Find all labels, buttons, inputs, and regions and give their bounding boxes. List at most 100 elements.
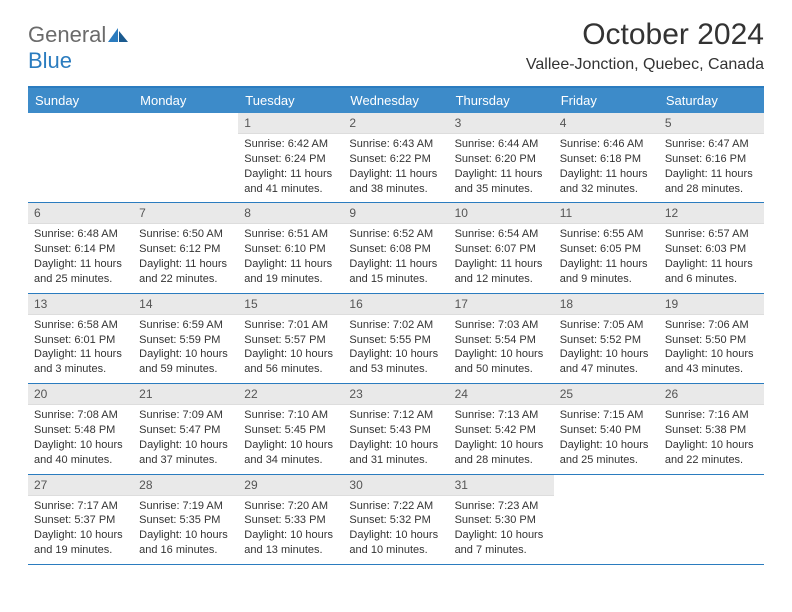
sunrise: Sunrise: 6:57 AM bbox=[665, 227, 758, 242]
sunset: Sunset: 6:05 PM bbox=[560, 242, 653, 257]
day-number: 6 bbox=[28, 203, 133, 224]
daylight: Daylight: 11 hours and 32 minutes. bbox=[560, 167, 653, 197]
day-cell: 16Sunrise: 7:02 AMSunset: 5:55 PMDayligh… bbox=[343, 294, 448, 383]
day-number: 24 bbox=[449, 384, 554, 405]
day-header: Thursday bbox=[449, 88, 554, 113]
day-details: Sunrise: 7:09 AMSunset: 5:47 PMDaylight:… bbox=[133, 405, 238, 473]
day-details: Sunrise: 6:58 AMSunset: 6:01 PMDaylight:… bbox=[28, 315, 133, 383]
day-header: Monday bbox=[133, 88, 238, 113]
day-cell: 3Sunrise: 6:44 AMSunset: 6:20 PMDaylight… bbox=[449, 113, 554, 202]
sunset: Sunset: 5:50 PM bbox=[665, 333, 758, 348]
daylight: Daylight: 10 hours and 22 minutes. bbox=[665, 438, 758, 468]
day-details: Sunrise: 7:03 AMSunset: 5:54 PMDaylight:… bbox=[449, 315, 554, 383]
daylight: Daylight: 10 hours and 43 minutes. bbox=[665, 347, 758, 377]
daylight: Daylight: 10 hours and 16 minutes. bbox=[139, 528, 232, 558]
sunrise: Sunrise: 6:48 AM bbox=[34, 227, 127, 242]
day-number: 17 bbox=[449, 294, 554, 315]
day-number: 9 bbox=[343, 203, 448, 224]
day-number: 11 bbox=[554, 203, 659, 224]
sunrise: Sunrise: 7:09 AM bbox=[139, 408, 232, 423]
day-number: 4 bbox=[554, 113, 659, 134]
sunrise: Sunrise: 7:19 AM bbox=[139, 499, 232, 514]
sunrise: Sunrise: 6:44 AM bbox=[455, 137, 548, 152]
day-cell: 29Sunrise: 7:20 AMSunset: 5:33 PMDayligh… bbox=[238, 475, 343, 564]
sunset: Sunset: 5:37 PM bbox=[34, 513, 127, 528]
day-cell: 15Sunrise: 7:01 AMSunset: 5:57 PMDayligh… bbox=[238, 294, 343, 383]
sunrise: Sunrise: 7:20 AM bbox=[244, 499, 337, 514]
day-number: 20 bbox=[28, 384, 133, 405]
day-cell: 21Sunrise: 7:09 AMSunset: 5:47 PMDayligh… bbox=[133, 384, 238, 473]
day-details: Sunrise: 6:50 AMSunset: 6:12 PMDaylight:… bbox=[133, 224, 238, 292]
day-details: Sunrise: 7:13 AMSunset: 5:42 PMDaylight:… bbox=[449, 405, 554, 473]
day-number: 13 bbox=[28, 294, 133, 315]
day-details: Sunrise: 6:42 AMSunset: 6:24 PMDaylight:… bbox=[238, 134, 343, 202]
day-details: Sunrise: 6:59 AMSunset: 5:59 PMDaylight:… bbox=[133, 315, 238, 383]
day-details: Sunrise: 7:05 AMSunset: 5:52 PMDaylight:… bbox=[554, 315, 659, 383]
day-details: Sunrise: 6:57 AMSunset: 6:03 PMDaylight:… bbox=[659, 224, 764, 292]
sunrise: Sunrise: 7:08 AM bbox=[34, 408, 127, 423]
day-details: Sunrise: 7:15 AMSunset: 5:40 PMDaylight:… bbox=[554, 405, 659, 473]
day-number: 26 bbox=[659, 384, 764, 405]
week-row: 6Sunrise: 6:48 AMSunset: 6:14 PMDaylight… bbox=[28, 203, 764, 293]
sunset: Sunset: 6:16 PM bbox=[665, 152, 758, 167]
sunrise: Sunrise: 7:01 AM bbox=[244, 318, 337, 333]
day-number: 22 bbox=[238, 384, 343, 405]
daylight: Daylight: 11 hours and 19 minutes. bbox=[244, 257, 337, 287]
daylight: Daylight: 11 hours and 22 minutes. bbox=[139, 257, 232, 287]
day-cell: 4Sunrise: 6:46 AMSunset: 6:18 PMDaylight… bbox=[554, 113, 659, 202]
day-number: 1 bbox=[238, 113, 343, 134]
sunset: Sunset: 6:18 PM bbox=[560, 152, 653, 167]
day-cell: 10Sunrise: 6:54 AMSunset: 6:07 PMDayligh… bbox=[449, 203, 554, 292]
day-header: Friday bbox=[554, 88, 659, 113]
sunrise: Sunrise: 6:55 AM bbox=[560, 227, 653, 242]
daylight: Daylight: 11 hours and 9 minutes. bbox=[560, 257, 653, 287]
day-number: 10 bbox=[449, 203, 554, 224]
daylight: Daylight: 11 hours and 3 minutes. bbox=[34, 347, 127, 377]
week-row: 27Sunrise: 7:17 AMSunset: 5:37 PMDayligh… bbox=[28, 475, 764, 565]
daylight: Daylight: 10 hours and 28 minutes. bbox=[455, 438, 548, 468]
sunset: Sunset: 6:14 PM bbox=[34, 242, 127, 257]
day-cell: 25Sunrise: 7:15 AMSunset: 5:40 PMDayligh… bbox=[554, 384, 659, 473]
day-number: 27 bbox=[28, 475, 133, 496]
sunset: Sunset: 6:10 PM bbox=[244, 242, 337, 257]
day-cell: 6Sunrise: 6:48 AMSunset: 6:14 PMDaylight… bbox=[28, 203, 133, 292]
day-number: 31 bbox=[449, 475, 554, 496]
day-header: Sunday bbox=[28, 88, 133, 113]
logo: General Blue bbox=[28, 22, 128, 74]
day-details: Sunrise: 6:55 AMSunset: 6:05 PMDaylight:… bbox=[554, 224, 659, 292]
sunrise: Sunrise: 7:02 AM bbox=[349, 318, 442, 333]
day-details: Sunrise: 7:06 AMSunset: 5:50 PMDaylight:… bbox=[659, 315, 764, 383]
day-number: 15 bbox=[238, 294, 343, 315]
day-cell: 26Sunrise: 7:16 AMSunset: 5:38 PMDayligh… bbox=[659, 384, 764, 473]
day-cell: 13Sunrise: 6:58 AMSunset: 6:01 PMDayligh… bbox=[28, 294, 133, 383]
sunset: Sunset: 5:33 PM bbox=[244, 513, 337, 528]
daylight: Daylight: 10 hours and 34 minutes. bbox=[244, 438, 337, 468]
logo-text-2: Blue bbox=[28, 48, 72, 73]
sunrise: Sunrise: 6:42 AM bbox=[244, 137, 337, 152]
day-details: Sunrise: 7:19 AMSunset: 5:35 PMDaylight:… bbox=[133, 496, 238, 564]
day-cell: 7Sunrise: 6:50 AMSunset: 6:12 PMDaylight… bbox=[133, 203, 238, 292]
day-number: 25 bbox=[554, 384, 659, 405]
day-cell: 2Sunrise: 6:43 AMSunset: 6:22 PMDaylight… bbox=[343, 113, 448, 202]
sunset: Sunset: 5:54 PM bbox=[455, 333, 548, 348]
daylight: Daylight: 10 hours and 10 minutes. bbox=[349, 528, 442, 558]
day-details: Sunrise: 7:02 AMSunset: 5:55 PMDaylight:… bbox=[343, 315, 448, 383]
sunset: Sunset: 6:07 PM bbox=[455, 242, 548, 257]
daylight: Daylight: 10 hours and 13 minutes. bbox=[244, 528, 337, 558]
day-details: Sunrise: 6:44 AMSunset: 6:20 PMDaylight:… bbox=[449, 134, 554, 202]
daylight: Daylight: 10 hours and 31 minutes. bbox=[349, 438, 442, 468]
day-header: Tuesday bbox=[238, 88, 343, 113]
sunset: Sunset: 6:20 PM bbox=[455, 152, 548, 167]
day-cell: 17Sunrise: 7:03 AMSunset: 5:54 PMDayligh… bbox=[449, 294, 554, 383]
page-header: General Blue October 2024 Vallee-Jonctio… bbox=[28, 18, 764, 74]
day-details: Sunrise: 6:48 AMSunset: 6:14 PMDaylight:… bbox=[28, 224, 133, 292]
day-details: Sunrise: 6:51 AMSunset: 6:10 PMDaylight:… bbox=[238, 224, 343, 292]
day-number: 19 bbox=[659, 294, 764, 315]
sunset: Sunset: 6:01 PM bbox=[34, 333, 127, 348]
sunset: Sunset: 5:30 PM bbox=[455, 513, 548, 528]
daylight: Daylight: 11 hours and 6 minutes. bbox=[665, 257, 758, 287]
day-cell: 11Sunrise: 6:55 AMSunset: 6:05 PMDayligh… bbox=[554, 203, 659, 292]
title-block: October 2024 Vallee-Jonction, Quebec, Ca… bbox=[526, 18, 764, 74]
sunset: Sunset: 5:57 PM bbox=[244, 333, 337, 348]
daylight: Daylight: 11 hours and 15 minutes. bbox=[349, 257, 442, 287]
